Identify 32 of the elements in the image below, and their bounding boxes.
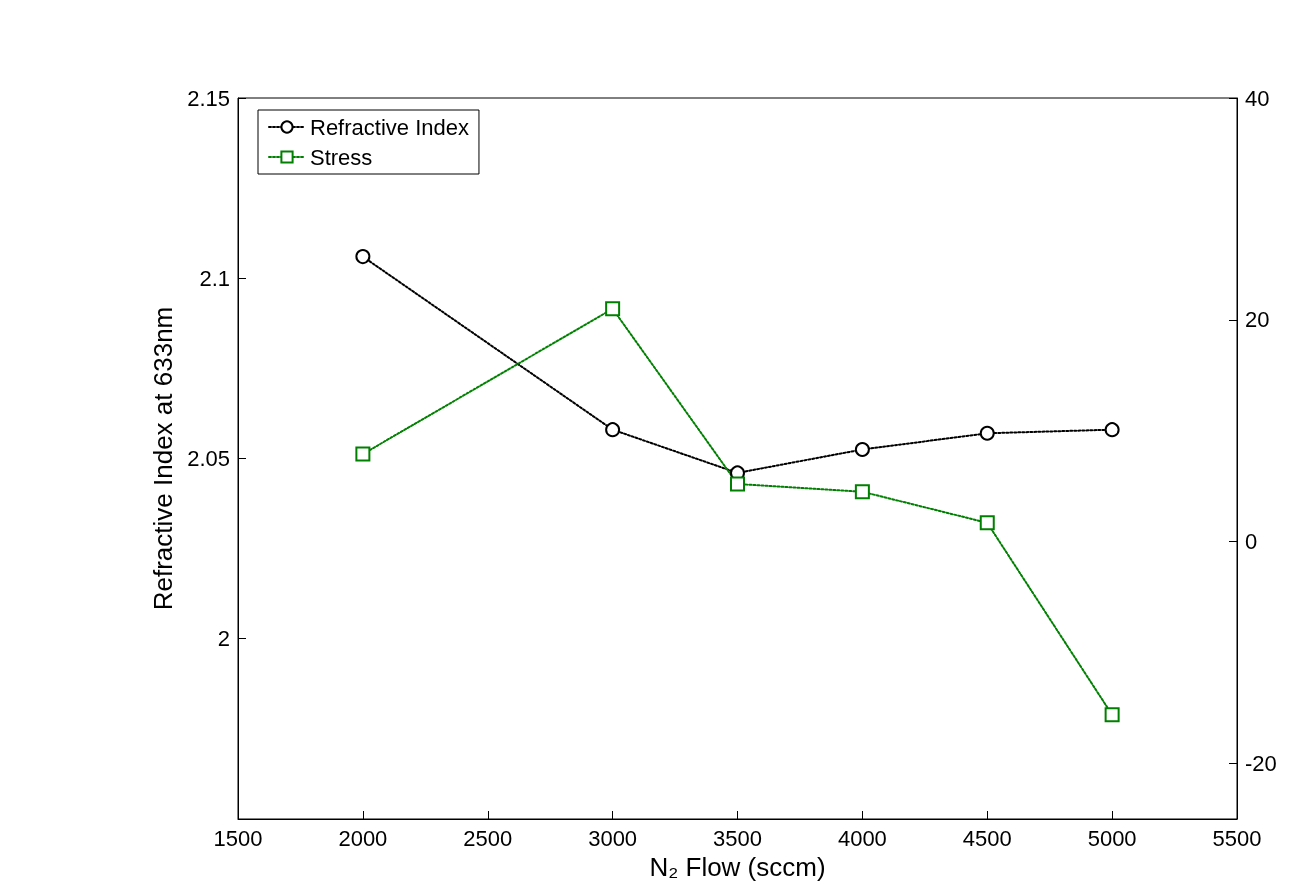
x-tick-label: 2000: [338, 825, 388, 851]
point: [979, 425, 995, 441]
point: [355, 446, 371, 462]
x-tick-label: 3500: [713, 825, 762, 851]
point: [854, 441, 870, 457]
point: [854, 484, 870, 500]
y-tick-label: 2.15: [187, 85, 230, 111]
point: [1104, 707, 1120, 723]
y2-tick-label: -20: [1245, 751, 1277, 777]
point: [979, 515, 995, 531]
x-tick-label: 4500: [962, 825, 1012, 851]
x-tick-label: 2500: [463, 825, 513, 851]
point: [605, 301, 621, 317]
y2-tick-label: 40: [1245, 85, 1270, 111]
point: [730, 476, 745, 492]
y-axis-title: Refractive Index at 633nm: [148, 306, 178, 611]
point: [1104, 422, 1120, 438]
y2-tick-label: 0: [1245, 529, 1258, 555]
point: [355, 249, 371, 265]
y2-tick-label: 20: [1245, 307, 1270, 333]
x-tick-label: 3000: [588, 825, 638, 851]
y-tick-label: 2: [217, 626, 230, 652]
point: [605, 422, 621, 438]
x-tick-label: 4000: [837, 825, 887, 851]
legend-label: Stress: [310, 144, 373, 170]
y-tick-label: 2.1: [199, 265, 230, 291]
legend-label: Refractive Index: [310, 114, 469, 140]
x-tick-label: 5500: [1212, 825, 1262, 851]
y-tick-label: 2.05: [187, 446, 230, 471]
x-axis-title: N₂ Flow (sccm): [649, 851, 826, 882]
x-tick-label: 1500: [213, 825, 263, 851]
x-tick-label: 5000: [1087, 825, 1137, 851]
